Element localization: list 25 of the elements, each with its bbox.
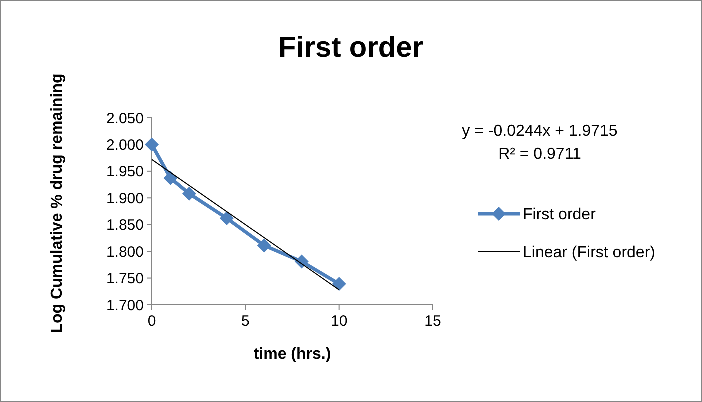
y-tick-label: 1.700: [106, 297, 144, 314]
x-tick-label: 0: [148, 313, 156, 330]
x-tick-label: 15: [424, 313, 442, 330]
point: [182, 186, 196, 201]
point: [145, 138, 159, 152]
y-tick-label: 1.850: [106, 217, 144, 234]
legend-label: First order: [523, 206, 597, 224]
chart-title: First order: [278, 32, 424, 64]
y-tick-label: 1.900: [106, 190, 144, 208]
y-tick-label: 1.750: [106, 270, 144, 288]
y-axis-title: Log Cumulative % drug remaining: [49, 74, 66, 334]
y-tick-label: 2.050: [106, 110, 144, 128]
y-tick-label: 2.000: [106, 136, 144, 154]
x-tick-label: 10: [330, 313, 348, 330]
point: [332, 277, 346, 292]
point: [164, 171, 178, 186]
point: [220, 211, 234, 226]
y-tick-label: 1.800: [106, 244, 144, 261]
y-tick-label: 1.950: [106, 164, 144, 181]
text: R² = 0.9711: [498, 146, 582, 163]
point: [257, 238, 272, 253]
x-tick-label: 5: [241, 313, 250, 330]
text: y = -0.0244x + 1.9715: [462, 123, 618, 140]
x-axis-title: time (hrs.): [254, 346, 332, 363]
legend-label: Linear (First order): [523, 244, 656, 262]
